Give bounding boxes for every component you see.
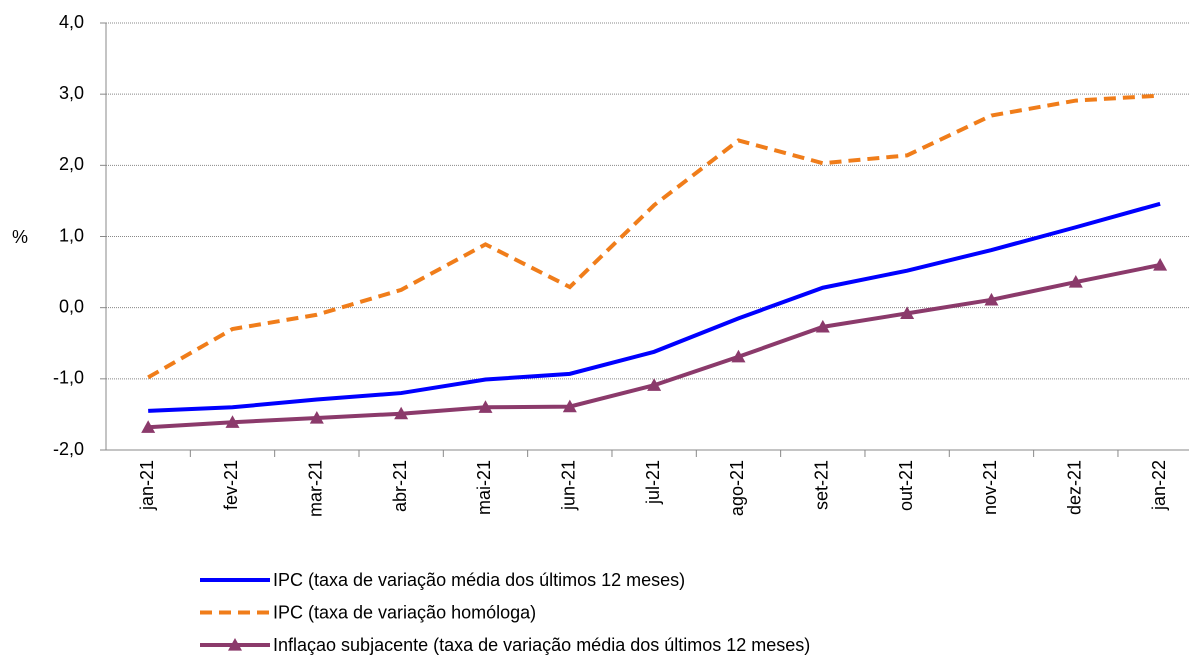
y-tick-label: 2,0 <box>59 154 84 174</box>
y-tick-label: 4,0 <box>59 12 84 32</box>
marker <box>141 420 156 433</box>
line <box>147 93 1161 380</box>
marker <box>731 349 746 363</box>
marker <box>225 415 240 428</box>
marker <box>984 292 999 306</box>
x-tick-label: nov-21 <box>980 460 1000 515</box>
marker <box>309 410 324 424</box>
marker <box>900 306 915 319</box>
legend-label: IPC (taxa de variação média dos últimos … <box>273 570 685 590</box>
x-tick-label: jun-21 <box>559 460 579 511</box>
y-tick-label: 0,0 <box>59 296 84 316</box>
x-tick-label: dez-21 <box>1065 460 1085 515</box>
line <box>148 201 1161 413</box>
y-tick-label: 1,0 <box>59 225 84 245</box>
x-tick-label: abr-21 <box>390 460 410 512</box>
marker <box>478 400 493 413</box>
marker <box>1153 257 1168 271</box>
x-tick-label: fev-21 <box>221 460 241 510</box>
marker <box>562 399 577 413</box>
y-tick-label: -2,0 <box>53 439 84 459</box>
legend-marker <box>228 638 242 651</box>
x-tick-label: jul-21 <box>643 460 663 505</box>
x-tick-label: set-21 <box>812 460 832 510</box>
x-tick-label: mar-21 <box>306 460 326 517</box>
marker <box>647 378 662 391</box>
marker <box>815 319 830 333</box>
marker <box>1068 275 1083 288</box>
y-tick-label: 3,0 <box>59 83 84 103</box>
x-tick-label: out-21 <box>896 460 916 511</box>
x-tick-label: mai-21 <box>474 460 494 515</box>
x-tick-label: ago-21 <box>727 460 747 516</box>
legend-label: Inflaçao subjacente (taxa de variação mé… <box>273 635 810 655</box>
marker <box>394 406 409 420</box>
x-tick-label: jan-22 <box>1149 460 1169 511</box>
legend-label: IPC (taxa de variação homóloga) <box>273 602 536 622</box>
y-tick-label: -1,0 <box>53 368 84 388</box>
y-axis-label: % <box>12 227 28 247</box>
x-tick-label: jan-21 <box>137 460 157 511</box>
